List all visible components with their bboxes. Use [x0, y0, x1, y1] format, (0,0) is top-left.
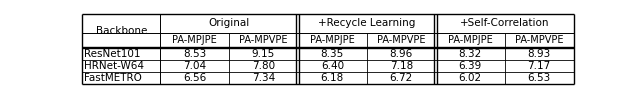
Text: 6.02: 6.02: [459, 73, 482, 83]
Text: 8.96: 8.96: [390, 49, 413, 59]
Text: PA-MPJPE: PA-MPJPE: [172, 35, 217, 45]
Text: 7.18: 7.18: [390, 61, 413, 71]
Text: 8.53: 8.53: [183, 49, 206, 59]
Text: +Self-Correlation: +Self-Correlation: [460, 18, 549, 28]
Text: 7.17: 7.17: [527, 61, 550, 71]
Text: Backbone: Backbone: [95, 26, 147, 36]
Text: 7.34: 7.34: [252, 73, 275, 83]
Text: HRNet-W64: HRNet-W64: [84, 61, 145, 71]
Text: 6.56: 6.56: [183, 73, 206, 83]
Text: 6.72: 6.72: [390, 73, 413, 83]
Text: 7.04: 7.04: [183, 61, 206, 71]
Text: ResNet101: ResNet101: [84, 49, 141, 59]
Text: 6.40: 6.40: [321, 61, 344, 71]
Text: 8.32: 8.32: [458, 49, 482, 59]
Text: PA-MPVPE: PA-MPVPE: [239, 35, 287, 45]
Text: +Recycle Learning: +Recycle Learning: [318, 18, 415, 28]
Text: 6.18: 6.18: [321, 73, 344, 83]
Text: PA-MPVPE: PA-MPVPE: [515, 35, 563, 45]
Text: FastMETRO: FastMETRO: [84, 73, 142, 83]
Text: 9.15: 9.15: [252, 49, 275, 59]
Text: 8.93: 8.93: [527, 49, 550, 59]
Text: PA-MPJPE: PA-MPJPE: [310, 35, 355, 45]
Text: 7.80: 7.80: [252, 61, 275, 71]
Text: Original: Original: [209, 18, 250, 28]
Text: PA-MPJPE: PA-MPJPE: [448, 35, 493, 45]
Text: PA-MPVPE: PA-MPVPE: [377, 35, 426, 45]
Text: 6.53: 6.53: [527, 73, 550, 83]
Text: 6.39: 6.39: [458, 61, 482, 71]
Text: 8.35: 8.35: [321, 49, 344, 59]
